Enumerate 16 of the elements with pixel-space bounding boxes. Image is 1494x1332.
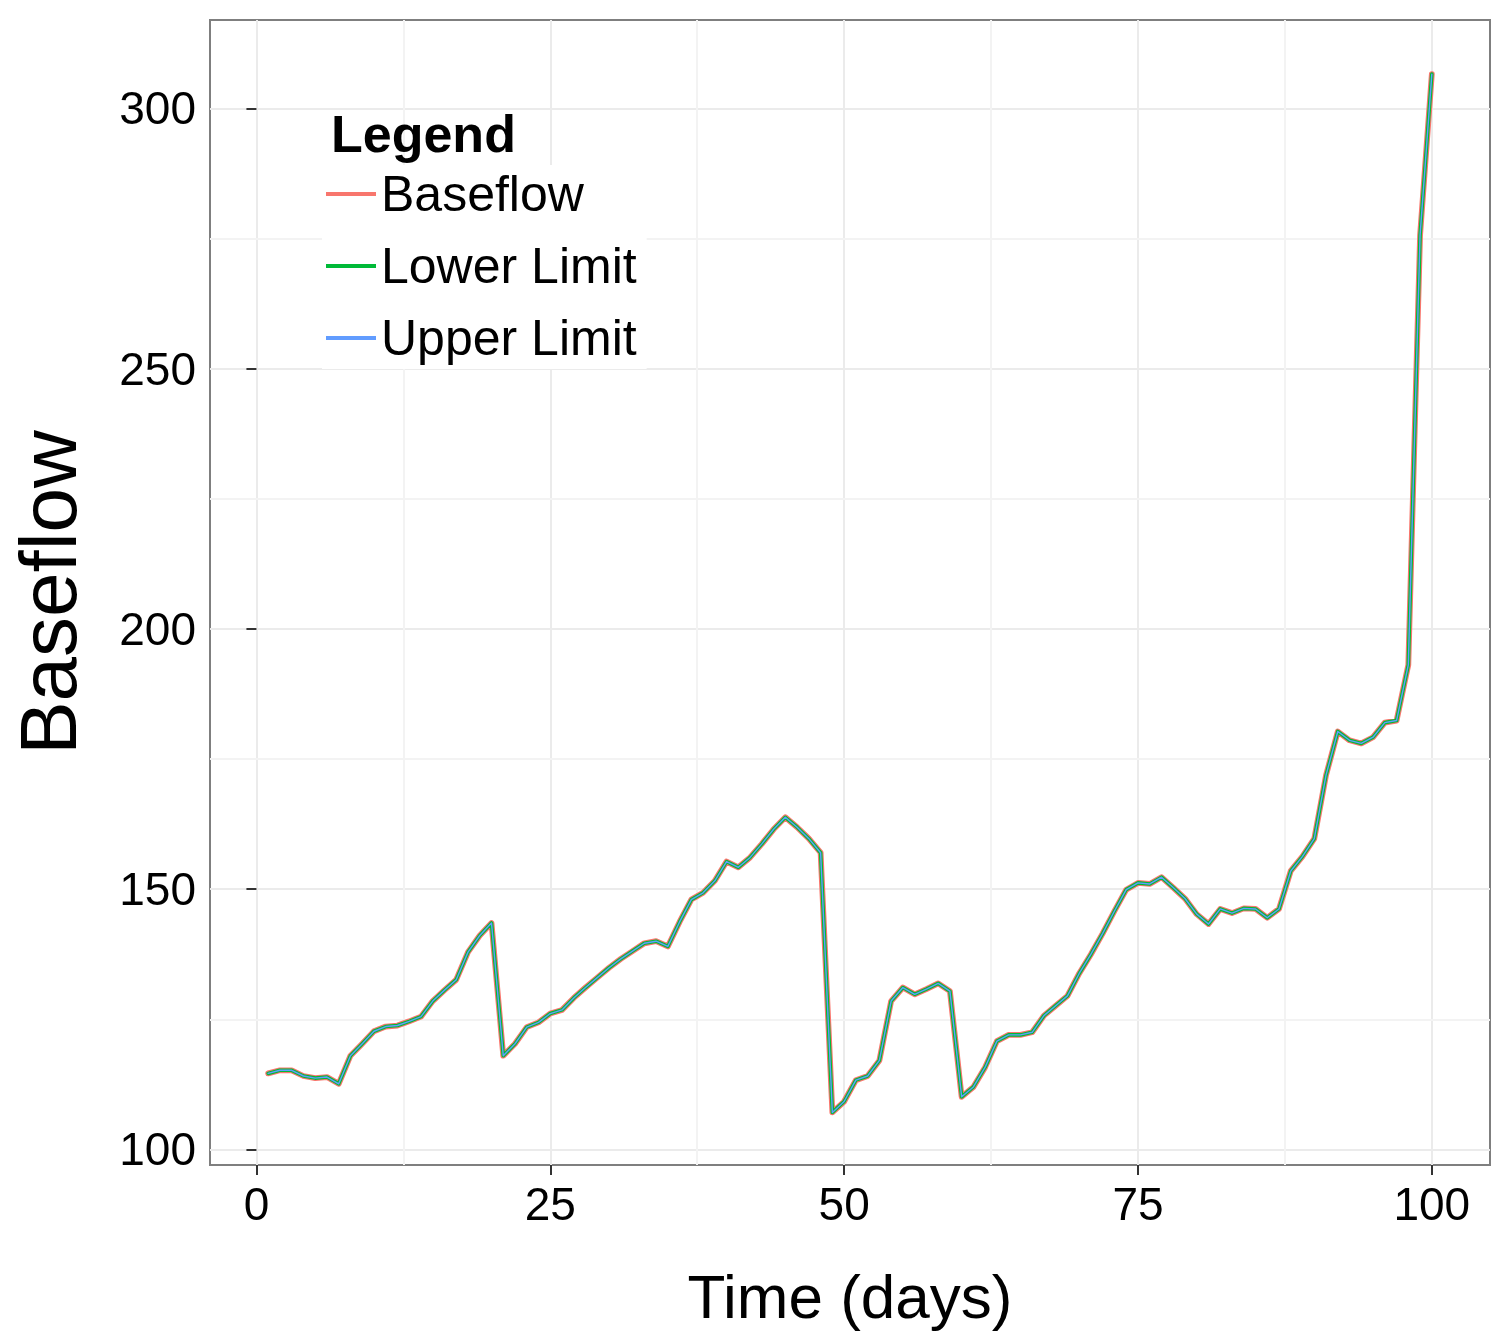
y-tick-label: 250 — [119, 342, 196, 395]
legend-label: Upper Limit — [381, 310, 637, 366]
legend-title: Legend — [331, 105, 516, 163]
x-tick-label: 100 — [1393, 1178, 1471, 1230]
legend-label: Baseflow — [381, 166, 585, 222]
y-tick-label: 200 — [119, 602, 196, 655]
x-tick-label: 0 — [243, 1178, 270, 1230]
y-axis-title: Baseflow — [3, 429, 93, 755]
legend-label: Lower Limit — [381, 238, 637, 294]
x-axis-title: Time (days) — [687, 1261, 1013, 1331]
x-tick-label: 50 — [818, 1178, 870, 1230]
y-tick-label: 300 — [119, 82, 196, 135]
x-tick-label: 75 — [1112, 1178, 1164, 1230]
y-tick-label: 150 — [119, 863, 196, 916]
x-tick-label: 25 — [524, 1178, 576, 1230]
y-tick-label: 100 — [119, 1123, 196, 1176]
